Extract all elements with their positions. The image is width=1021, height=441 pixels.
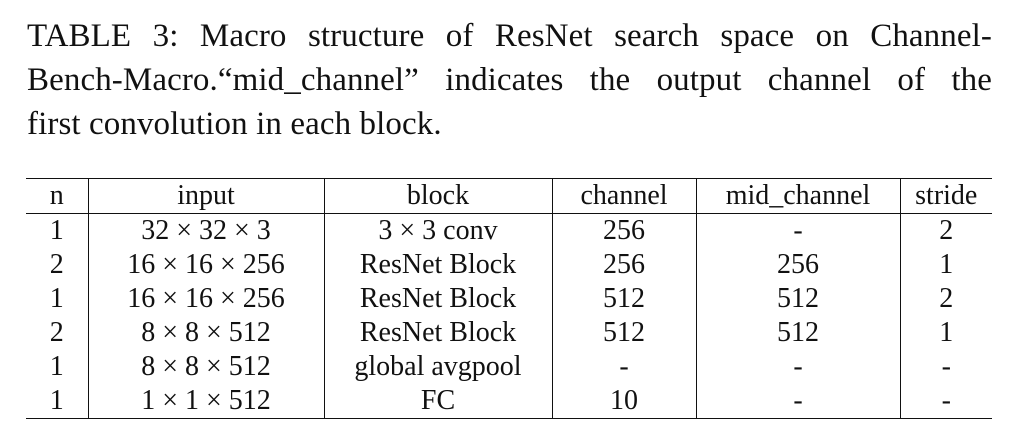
table-caption: TABLE 3: Macro structure of ResNet searc… xyxy=(27,14,992,146)
cell-channel: 512 xyxy=(551,282,696,316)
caption-line-1: TABLE 3: Macro structure of ResNet searc… xyxy=(27,18,992,54)
header-mid-channel: mid_channel xyxy=(695,178,900,214)
cell-n: 1 xyxy=(49,283,64,314)
cell-n: 2 xyxy=(49,317,64,348)
cell-block: global avgpool xyxy=(323,350,552,384)
cell-input: 1 × 1 × 512 xyxy=(87,384,324,419)
cell-channel: - xyxy=(551,350,696,384)
cell-input: 8 × 8 × 512 xyxy=(87,350,324,384)
cell-mid-channel: 512 xyxy=(695,282,900,316)
cell-mid-channel: - xyxy=(695,350,900,384)
table-row: 1 1 × 1 × 512 FC 10 - - xyxy=(26,384,992,419)
header-channel: channel xyxy=(551,178,696,214)
cell-stride: 1 xyxy=(899,316,992,350)
header-block: block xyxy=(323,178,552,214)
table-row: 1 16 × 16 × 256 ResNet Block 512 512 2 xyxy=(26,282,992,316)
cell-n: 1 xyxy=(49,215,64,246)
caption-line-3: first convolution in each block. xyxy=(27,106,442,142)
caption-line-2: Bench-Macro.“mid_channel” indicates the … xyxy=(27,62,992,98)
cell-n: 2 xyxy=(49,249,64,280)
header-n: n xyxy=(49,180,64,211)
cell-block: 3 × 3 conv xyxy=(323,213,552,248)
cell-stride: 1 xyxy=(899,248,992,282)
macro-structure-table: n input block channel mid_channel stride… xyxy=(26,178,992,419)
cell-n: 1 xyxy=(49,351,64,382)
table-header-row: n input block channel mid_channel stride xyxy=(26,178,992,214)
cell-n: 1 xyxy=(49,385,64,416)
cell-channel: 10 xyxy=(551,384,696,419)
cell-stride: - xyxy=(899,384,992,419)
cell-stride: 2 xyxy=(899,282,992,316)
cell-channel: 256 xyxy=(551,248,696,282)
cell-mid-channel: - xyxy=(695,384,900,419)
cell-block: ResNet Block xyxy=(323,316,552,350)
cell-block: ResNet Block xyxy=(323,282,552,316)
header-stride: stride xyxy=(899,178,992,214)
table-row: 1 8 × 8 × 512 global avgpool - - - xyxy=(26,350,992,384)
cell-input: 8 × 8 × 512 xyxy=(87,316,324,350)
table-row: 2 8 × 8 × 512 ResNet Block 512 512 1 xyxy=(26,316,992,350)
cell-input: 32 × 32 × 3 xyxy=(87,213,324,248)
cell-channel: 512 xyxy=(551,316,696,350)
table-row: 2 16 × 16 × 256 ResNet Block 256 256 1 xyxy=(26,248,992,282)
cell-stride: - xyxy=(899,350,992,384)
cell-channel: 256 xyxy=(551,213,696,248)
cell-mid-channel: - xyxy=(695,213,900,248)
cell-stride: 2 xyxy=(899,213,992,248)
header-input: input xyxy=(87,178,324,214)
cell-input: 16 × 16 × 256 xyxy=(87,248,324,282)
table-row: 1 32 × 32 × 3 3 × 3 conv 256 - 2 xyxy=(26,213,992,248)
cell-mid-channel: 512 xyxy=(695,316,900,350)
cell-mid-channel: 256 xyxy=(695,248,900,282)
cell-block: FC xyxy=(323,384,552,419)
cell-block: ResNet Block xyxy=(323,248,552,282)
cell-input: 16 × 16 × 256 xyxy=(87,282,324,316)
